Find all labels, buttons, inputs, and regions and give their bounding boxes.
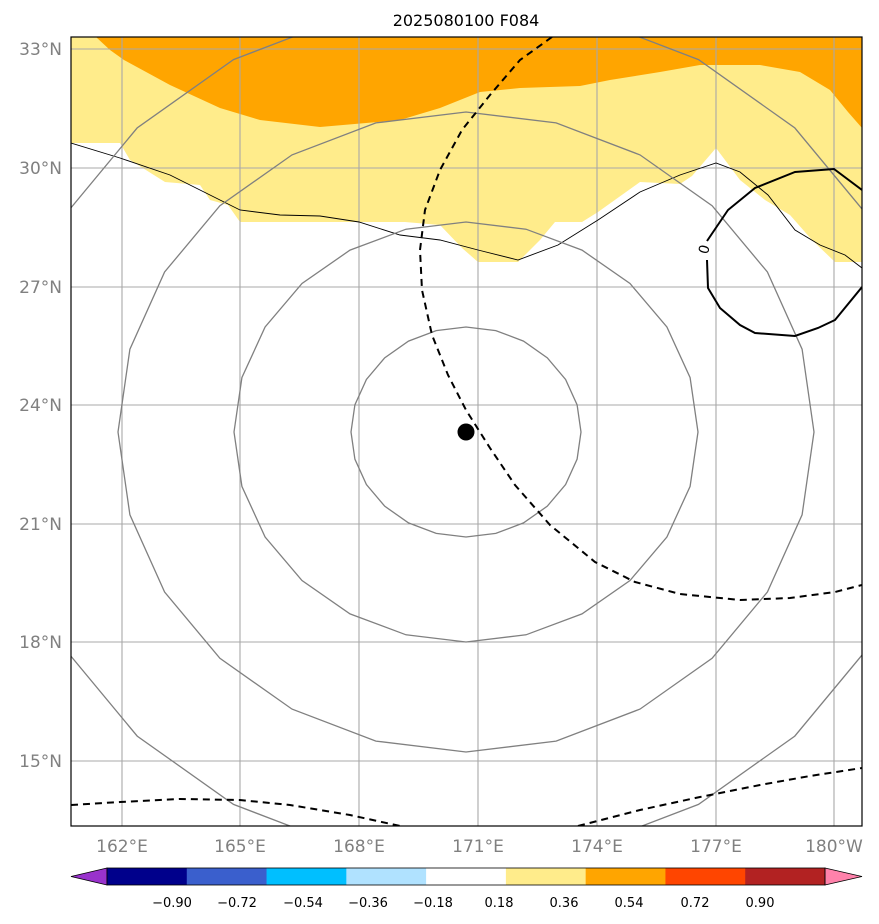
contour-label: 0 bbox=[696, 243, 714, 256]
colorbar-tick-label: −0.72 bbox=[217, 896, 257, 911]
distance-ring bbox=[117, 111, 815, 753]
lat-label: 27°N bbox=[19, 278, 62, 298]
distance-ring bbox=[71, 37, 862, 826]
storm-center-marker bbox=[457, 423, 475, 441]
dashed-contour-line bbox=[418, 37, 862, 602]
distance-ring bbox=[233, 221, 699, 643]
lon-label: 168°E bbox=[333, 837, 385, 857]
colorbar-swatch bbox=[266, 868, 347, 885]
colorbar-swatch bbox=[186, 868, 268, 885]
shading-orange bbox=[96, 37, 862, 128]
lat-label: 33°N bbox=[19, 40, 62, 60]
map-title: 2025080100 F084 bbox=[393, 11, 540, 30]
boundary-line bbox=[71, 142, 862, 269]
lon-label: 180°W bbox=[805, 837, 863, 857]
colorbar-swatch bbox=[346, 868, 427, 885]
plot-frame bbox=[70, 36, 863, 827]
colorbar-tick-label: −0.36 bbox=[348, 896, 388, 911]
colorbar-swatch bbox=[585, 868, 666, 885]
colorbar-swatch bbox=[665, 868, 746, 885]
colorbar-frame bbox=[106, 867, 826, 886]
lon-label: 177°E bbox=[690, 837, 742, 857]
colorbar-tick-label: 0.54 bbox=[615, 896, 644, 911]
colorbar-swatch bbox=[505, 868, 587, 885]
colorbar-tick-label: 0.18 bbox=[485, 896, 514, 911]
colorbar-tick-label: 0.90 bbox=[746, 896, 775, 911]
lon-label: 162°E bbox=[96, 837, 148, 857]
colorbar-tick-label: −0.18 bbox=[413, 896, 453, 911]
distance-ring bbox=[350, 326, 582, 538]
lat-label: 21°N bbox=[19, 515, 62, 535]
colorbar bbox=[70, 867, 863, 886]
dashed-contour-bottom bbox=[71, 767, 862, 826]
solid-contour-line bbox=[706, 167, 862, 338]
lat-label: 30°N bbox=[19, 159, 62, 179]
colorbar-swatch bbox=[107, 868, 188, 885]
lat-label: 15°N bbox=[19, 752, 62, 772]
lon-label: 171°E bbox=[452, 837, 504, 857]
colorbar-tick-label: −0.90 bbox=[152, 896, 192, 911]
colorbar-extend-low bbox=[70, 867, 108, 886]
colorbar-swatch bbox=[426, 868, 507, 885]
lat-label: 24°N bbox=[19, 396, 62, 416]
colorbar-tick-label: 0.36 bbox=[550, 896, 579, 911]
colorbar-tick-labels: −0.90 −0.72 −0.54 −0.36 −0.18 0.18 0.36 … bbox=[152, 896, 774, 911]
distance-rings bbox=[71, 37, 862, 826]
lat-label: 18°N bbox=[19, 633, 62, 653]
colorbar-extend-high bbox=[824, 867, 863, 886]
lon-label: 165°E bbox=[214, 837, 266, 857]
colorbar-tick-label: −0.54 bbox=[283, 896, 323, 911]
latitude-labels: 33°N 30°N 27°N 24°N 21°N 18°N 15°N bbox=[19, 40, 62, 772]
longitude-labels: 162°E 165°E 168°E 171°E 174°E 177°E 180°… bbox=[96, 837, 863, 857]
colorbar-tick-label: 0.72 bbox=[681, 896, 710, 911]
lon-label: 174°E bbox=[571, 837, 623, 857]
colorbar-swatch bbox=[745, 868, 826, 885]
